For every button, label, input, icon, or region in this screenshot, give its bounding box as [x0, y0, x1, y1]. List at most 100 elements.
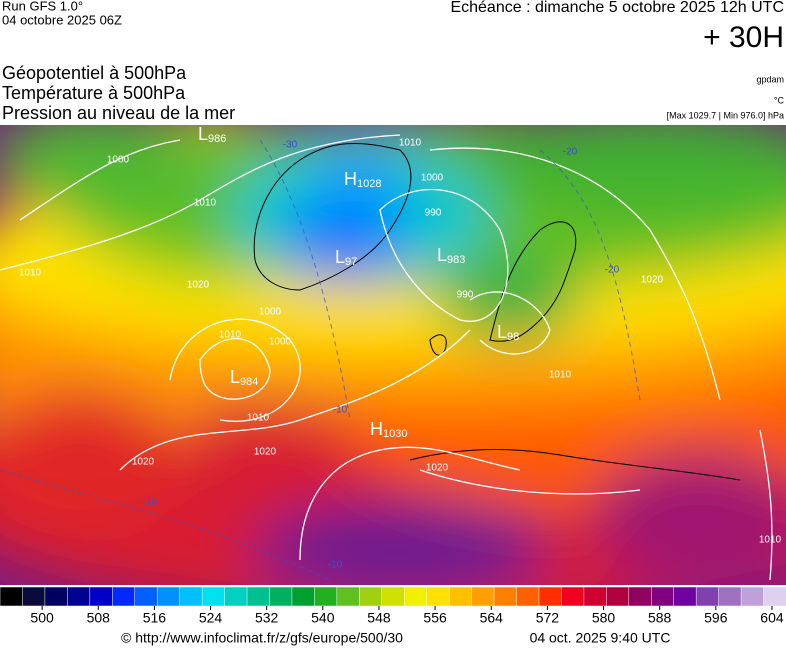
- center-type: L: [198, 124, 208, 144]
- pressure-center: L98: [497, 322, 519, 343]
- colorbar-swatch: [314, 586, 338, 607]
- field-label: Géopotentiel à 500hPa: [2, 63, 187, 83]
- colorbar-swatch: [493, 586, 518, 607]
- colorbar-tick-label: 548: [367, 610, 391, 626]
- isobar-label: 1020: [187, 280, 210, 291]
- colorbar-swatch: [0, 586, 24, 607]
- colorbar-swatch: [291, 586, 316, 607]
- extremes-label: [Max 1029.7 | Min 976.0] hPa: [667, 110, 784, 120]
- temperature-label: -10: [333, 405, 348, 416]
- center-value: 984: [240, 376, 258, 388]
- pressure-center: L984: [230, 367, 258, 388]
- isobar-label: 1000: [107, 155, 130, 166]
- colorbar-swatch: [22, 586, 46, 607]
- map-field: [0, 125, 786, 585]
- pressure-center: H1030: [370, 419, 407, 440]
- isobar-label: 1010: [247, 413, 270, 424]
- isobar-label: 1010: [194, 198, 217, 209]
- colorbar-swatch: [44, 586, 69, 607]
- center-type: L: [497, 322, 507, 342]
- pressure-center: L986: [198, 124, 226, 145]
- isobar-label: 1000: [259, 307, 282, 318]
- lead-time: + 30H: [703, 21, 784, 54]
- isobar-label: 1020: [254, 447, 277, 458]
- isobar-label: 1010: [399, 138, 422, 149]
- temperature-label: -20: [563, 147, 578, 158]
- source-url: © http://www.infoclimat.fr/z/gfs/europe/…: [121, 630, 403, 646]
- center-value: 1030: [383, 428, 407, 440]
- colorbar-swatch: [538, 586, 563, 607]
- colorbar-tick-label: 532: [255, 610, 279, 626]
- colorbar-swatch: [740, 586, 765, 607]
- colorbar-swatch: [359, 586, 383, 607]
- colorbar-swatch: [179, 586, 203, 607]
- run-label: Run GFS 1.0°: [2, 0, 83, 13]
- colorbar-swatch: [763, 586, 786, 607]
- pressure-center: L983: [437, 245, 465, 266]
- pressure-center: H1028: [344, 169, 381, 190]
- isobar-label: 1020: [426, 463, 449, 474]
- center-type: L: [335, 247, 345, 267]
- isobar-label: 1010: [549, 370, 572, 381]
- colorbar-swatch: [89, 586, 114, 607]
- center-value: 1028: [357, 178, 381, 190]
- colorbar-tick-label: 588: [648, 610, 672, 626]
- colorbar: 500 508 516 524 532 540 548 556 564 572 580 588 596 6…: [0, 586, 786, 626]
- isobar-label: 1020: [132, 457, 155, 468]
- colorbar-tick-label: 508: [87, 610, 111, 626]
- center-value: 986: [208, 133, 226, 145]
- temperature-label: -20: [605, 265, 620, 276]
- colorbar-swatch: [156, 586, 181, 607]
- colorbar-tick-label: 564: [480, 610, 504, 626]
- center-value: 98: [507, 331, 519, 343]
- isobar-label: 990: [457, 290, 474, 301]
- colorbar-tick-label: 500: [30, 610, 54, 626]
- colorbar-swatch: [403, 586, 428, 607]
- colorbar-tick-label: 596: [704, 610, 728, 626]
- colorbar-swatch: [606, 586, 630, 607]
- center-type: H: [370, 419, 383, 439]
- temperature-label: -10: [328, 560, 343, 571]
- colorbar-swatch: [448, 586, 473, 607]
- unit-label: °C: [774, 95, 785, 105]
- pressure-center: L97: [335, 247, 357, 268]
- temperature-label: -10: [143, 498, 158, 509]
- isobar-label: 1010: [19, 268, 42, 279]
- colorbar-swatch: [673, 586, 697, 607]
- colorbar-swatch: [471, 586, 495, 607]
- colorbar-swatch: [112, 586, 136, 607]
- run-date: 04 octobre 2025 06Z: [2, 12, 122, 27]
- field-label: Pression au niveau de la mer: [2, 103, 235, 123]
- center-value: 983: [447, 254, 465, 266]
- isobar-label: 1020: [641, 275, 664, 286]
- colorbar-swatch: [336, 586, 361, 607]
- colorbar-tick-label: 580: [592, 610, 616, 626]
- forecast-time: Echéance : dimanche 5 octobre 2025 12h U…: [450, 0, 784, 16]
- center-type: L: [437, 245, 447, 265]
- unit-label: gpdam: [756, 74, 784, 84]
- isobar-label: 1010: [219, 330, 242, 341]
- colorbar-swatch: [695, 586, 720, 607]
- colorbar-swatch: [134, 586, 158, 607]
- isobar-label: 1000: [269, 337, 292, 348]
- colorbar-swatch: [561, 586, 585, 607]
- colorbar-tick-label: 572: [536, 610, 560, 626]
- colorbar-swatch: [269, 586, 293, 607]
- colorbar-swatch: [516, 586, 540, 607]
- colorbar-swatch: [426, 586, 450, 607]
- center-value: 97: [345, 256, 357, 268]
- colorbar-swatch: [628, 586, 653, 607]
- center-type: L: [230, 367, 240, 387]
- colorbar-tick-label: 524: [199, 610, 223, 626]
- timestamp: 04 oct. 2025 9:40 UTC: [530, 630, 671, 646]
- colorbar-swatch: [381, 586, 405, 607]
- colorbar-swatch: [246, 586, 271, 607]
- colorbar-tick-label: 556: [423, 610, 447, 626]
- colorbar-swatch: [718, 586, 742, 607]
- isobar-label: 990: [425, 208, 442, 219]
- colorbar-tick-label: 540: [311, 610, 335, 626]
- temperature-label: -30: [283, 140, 298, 151]
- colorbar-tick-label: 516: [143, 610, 167, 626]
